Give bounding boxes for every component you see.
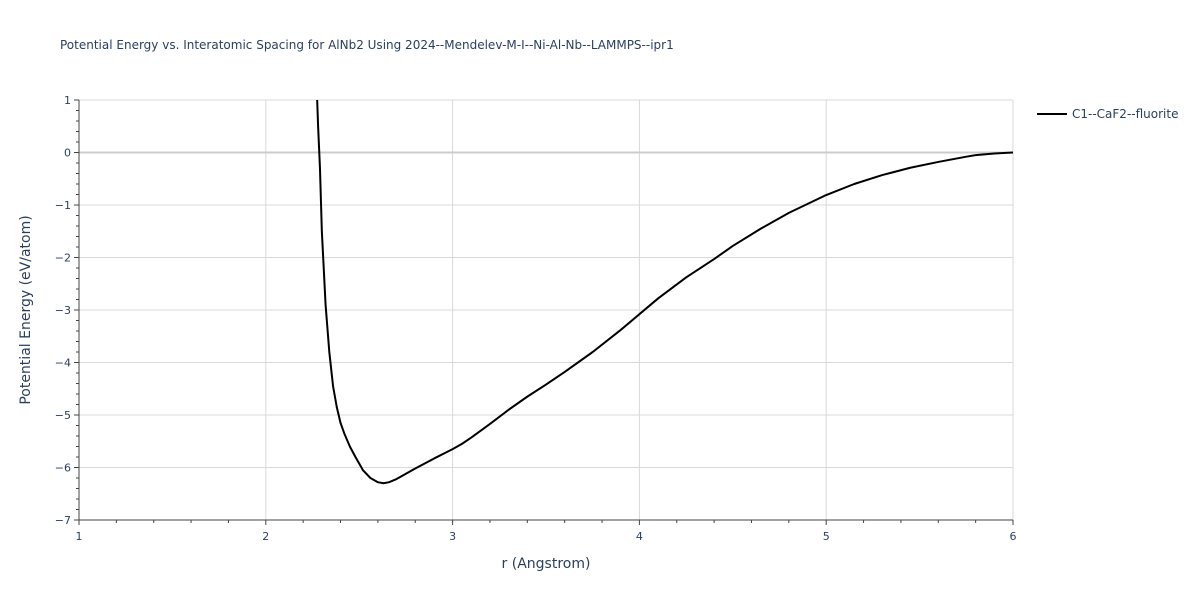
y-tick-label: −2 xyxy=(55,252,71,265)
y-axis-title: Potential Energy (eV/atom) xyxy=(18,215,34,404)
x-axis-title: r (Angstrom) xyxy=(502,556,591,572)
y-tick-label: −3 xyxy=(55,304,71,317)
y-tick-label: 1 xyxy=(64,94,71,107)
series-line-c1-caf2-fluorite[interactable] xyxy=(316,99,1014,485)
y-tick-label: −1 xyxy=(55,199,71,212)
y-tick-label: −5 xyxy=(55,409,71,422)
x-tick-label: 5 xyxy=(823,530,830,543)
legend-label-c1-caf2-fluorite: C1--CaF2--fluorite xyxy=(1072,107,1178,121)
chart-title: Potential Energy vs. Interatomic Spacing… xyxy=(60,38,674,52)
x-tick-label: 4 xyxy=(636,530,643,543)
grid-lines xyxy=(79,99,1014,520)
x-tick-label: 3 xyxy=(449,530,456,543)
y-tick-label: −7 xyxy=(55,514,71,527)
ticks: 1 2 3 4 5 6 1 0 −1 −2 −3 −4 −5 −6 −7 xyxy=(55,94,1017,543)
y-tick-label: −6 xyxy=(55,462,71,475)
legend[interactable]: C1--CaF2--fluorite xyxy=(1037,107,1178,121)
y-tick-label: 0 xyxy=(64,147,71,160)
x-tick-label: 2 xyxy=(262,530,269,543)
series-layer xyxy=(316,99,1014,485)
x-tick-label: 6 xyxy=(1010,530,1017,543)
y-tick-label: −4 xyxy=(55,357,71,370)
x-tick-label: 1 xyxy=(76,530,83,543)
